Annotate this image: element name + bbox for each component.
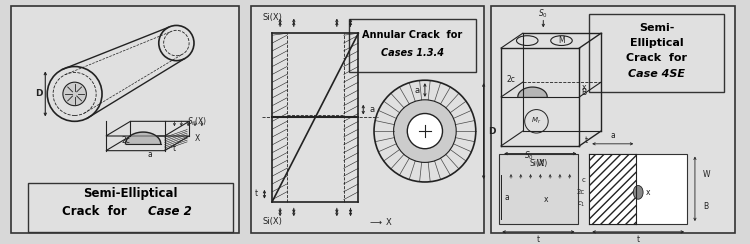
Text: D: D: [34, 90, 42, 98]
Text: t: t: [584, 136, 587, 145]
Text: x: x: [646, 188, 650, 197]
Text: a: a: [148, 150, 152, 159]
Text: Semi-: Semi-: [639, 23, 674, 33]
Text: x: x: [544, 195, 548, 204]
Text: 2c: 2c: [576, 189, 584, 195]
Bar: [349, 19, 476, 72]
Text: $M_r$: $M_r$: [531, 116, 542, 126]
Text: a: a: [370, 105, 375, 114]
Bar: [28, 183, 233, 232]
Text: c: c: [581, 177, 585, 183]
Text: t: t: [537, 235, 540, 244]
Ellipse shape: [633, 185, 643, 199]
Text: a: a: [610, 132, 615, 141]
Circle shape: [407, 113, 442, 149]
Text: Cases 1.3.4: Cases 1.3.4: [381, 48, 444, 58]
Text: B: B: [581, 88, 586, 97]
Text: Si(X): Si(X): [530, 159, 548, 168]
Bar: [590, 154, 687, 224]
Bar: [590, 154, 636, 224]
Text: W: W: [536, 159, 544, 168]
Text: $S_t$(X): $S_t$(X): [187, 115, 207, 128]
Text: x: x: [581, 82, 586, 92]
Circle shape: [374, 80, 476, 182]
Text: a: a: [415, 85, 420, 94]
Polygon shape: [125, 132, 160, 144]
Text: X: X: [194, 134, 200, 143]
Text: t: t: [255, 189, 258, 198]
Text: M: M: [558, 36, 565, 45]
Text: 2c: 2c: [506, 75, 515, 84]
Text: Elliptical: Elliptical: [630, 38, 683, 48]
Text: Semi-Elliptical: Semi-Elliptical: [83, 187, 178, 200]
Text: t: t: [637, 235, 640, 244]
Text: $S_0$: $S_0$: [538, 8, 548, 20]
Text: Crack  for: Crack for: [626, 53, 687, 63]
Text: Annular Crack  for: Annular Crack for: [362, 30, 462, 40]
Text: $S_0$: $S_0$: [524, 149, 533, 162]
Bar: [11, 6, 239, 233]
Text: Crack  for: Crack for: [62, 205, 130, 218]
Text: B: B: [703, 202, 708, 211]
Circle shape: [63, 82, 86, 106]
Bar: [491, 6, 735, 233]
Text: Si(X): Si(X): [262, 13, 282, 22]
Text: $\longrightarrow$ X: $\longrightarrow$ X: [368, 216, 394, 227]
Text: t: t: [172, 144, 176, 153]
Text: Case 2: Case 2: [148, 205, 191, 218]
Text: Case 4SE: Case 4SE: [628, 69, 686, 79]
Text: D: D: [488, 127, 495, 136]
Polygon shape: [518, 87, 548, 97]
Text: 2c: 2c: [121, 136, 130, 145]
Text: W: W: [703, 170, 710, 179]
Bar: [251, 6, 484, 233]
Text: $c_1$: $c_1$: [577, 200, 585, 209]
Text: Si(X): Si(X): [262, 217, 282, 226]
Circle shape: [394, 100, 456, 163]
Text: a: a: [505, 193, 509, 202]
Bar: [500, 154, 578, 224]
Bar: [590, 14, 724, 92]
